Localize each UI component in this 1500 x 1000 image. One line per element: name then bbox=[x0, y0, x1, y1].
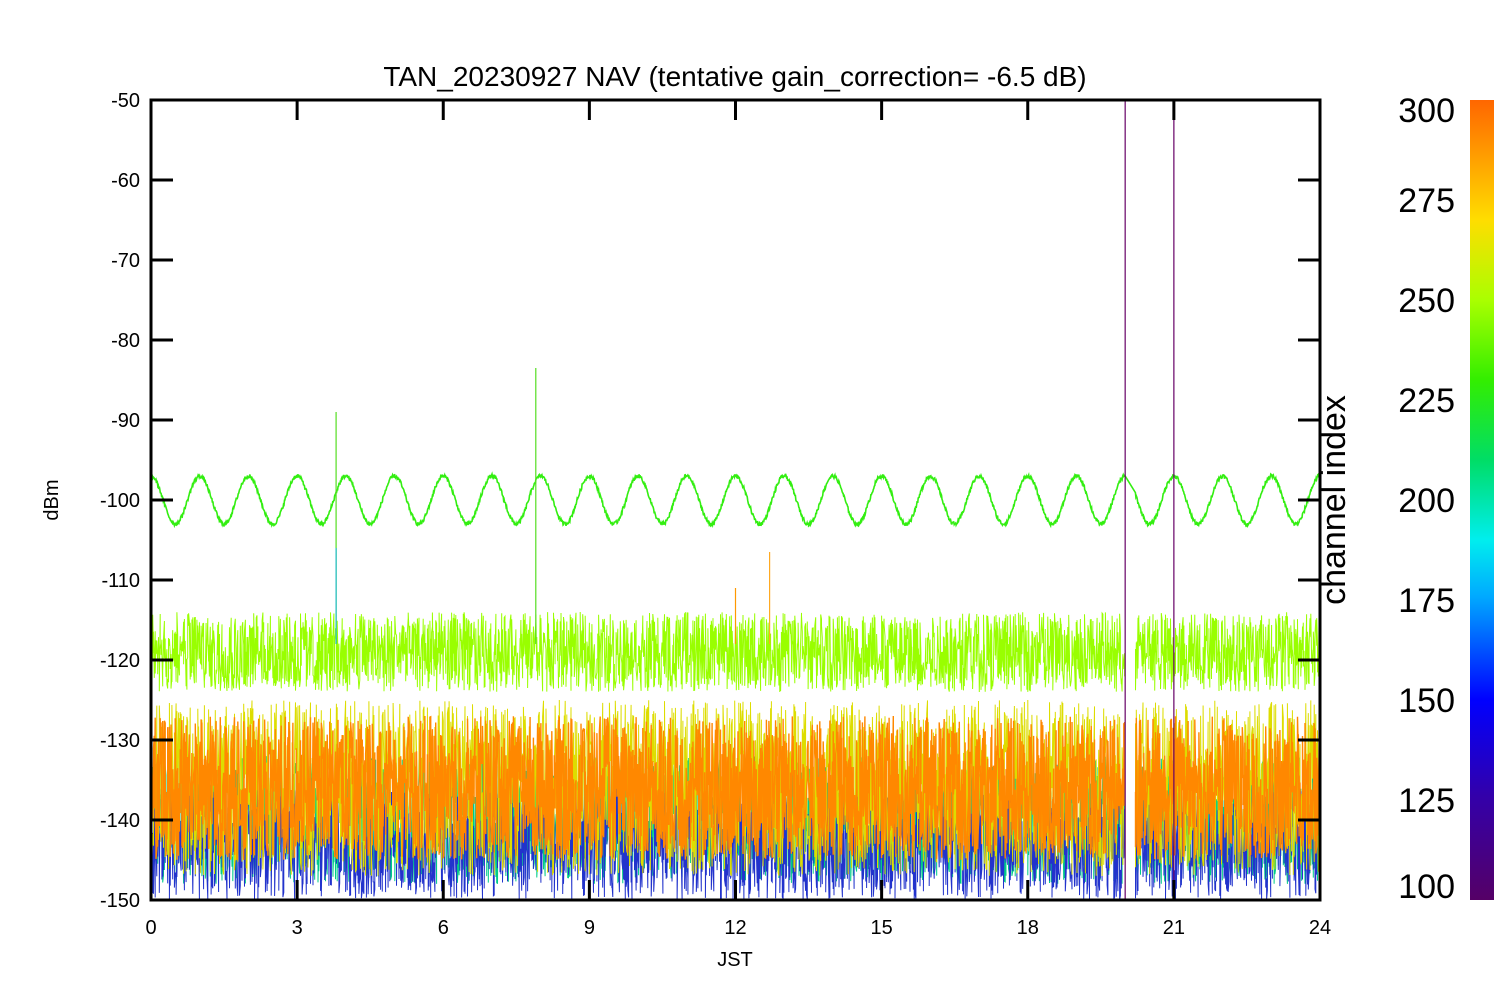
y-axis: -50 -60 -70 -80 -90 -100 -110 -120 -130 -140 -150 bbox=[100, 90, 1320, 912]
y-tick-label: -100 bbox=[100, 490, 140, 512]
colorbar-tick-label: 125 bbox=[1398, 782, 1455, 820]
colorbar-tick-label: 250 bbox=[1398, 282, 1455, 320]
y-tick-label: -70 bbox=[111, 250, 140, 272]
x-tick-label: 9 bbox=[584, 917, 595, 939]
colorbar-axis: 300 275 250 225 200 175 150 125 100 bbox=[1398, 92, 1455, 906]
colorbar-tick-label: 275 bbox=[1398, 182, 1455, 220]
x-tick-label: 21 bbox=[1163, 917, 1185, 939]
x-tick-label: 24 bbox=[1309, 917, 1331, 939]
x-tick-label: 6 bbox=[438, 917, 449, 939]
x-tick-label: 18 bbox=[1017, 917, 1039, 939]
y-tick-label: -110 bbox=[101, 570, 140, 592]
y-tick-label: -50 bbox=[111, 90, 140, 112]
y-tick-label: -80 bbox=[111, 330, 140, 352]
series-channel-285 bbox=[151, 715, 1320, 861]
colorbar-tick-label: 175 bbox=[1398, 582, 1455, 620]
colorbar-tick-label: 100 bbox=[1398, 868, 1455, 906]
colorbar-tick-label: 200 bbox=[1398, 482, 1455, 520]
colorbar-tick-label: 225 bbox=[1398, 382, 1455, 420]
colorbar-tick-label: 300 bbox=[1398, 92, 1455, 130]
y-tick-label: -120 bbox=[100, 650, 140, 672]
y-axis-title: dBm bbox=[41, 479, 63, 520]
x-tick-label: 15 bbox=[871, 917, 893, 939]
colorbar-title: channel index bbox=[1315, 395, 1353, 605]
y-tick-label: -60 bbox=[111, 170, 140, 192]
chart-title: TAN_20230927 NAV (tentative gain_correct… bbox=[383, 61, 1086, 92]
x-tick-label: 12 bbox=[724, 917, 746, 939]
y-tick-label: -150 bbox=[100, 890, 140, 912]
y-tick-label: -130 bbox=[100, 730, 140, 752]
colorbar-tick-label: 150 bbox=[1398, 682, 1455, 720]
series-channel-255 bbox=[151, 611, 1320, 693]
y-tick-label: -90 bbox=[111, 410, 140, 432]
x-axis: 0 3 6 9 12 15 18 21 24 bbox=[145, 100, 1331, 939]
y-tick-label: -140 bbox=[100, 810, 140, 832]
data-layer bbox=[151, 100, 1320, 900]
colorbar bbox=[1470, 100, 1494, 900]
x-axis-title: JST bbox=[717, 949, 753, 971]
series-channel-240 bbox=[151, 471, 1320, 529]
band-trace-285 bbox=[151, 715, 1320, 861]
sine-trace bbox=[151, 471, 1320, 529]
x-tick-label: 3 bbox=[292, 917, 303, 939]
band-trace-255 bbox=[151, 611, 1320, 693]
x-tick-label: 0 bbox=[145, 917, 156, 939]
